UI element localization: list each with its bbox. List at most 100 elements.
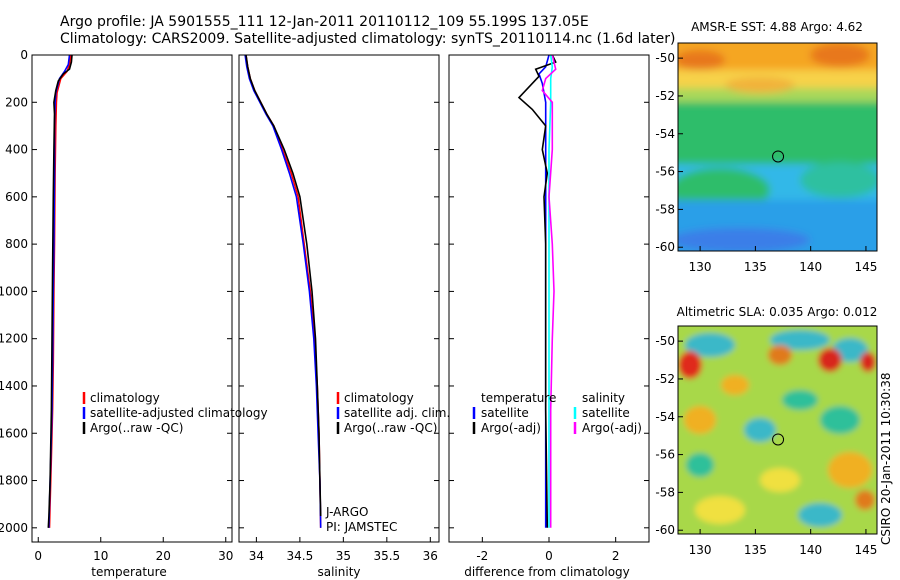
y-tick-label: -56 [655,448,675,462]
x-tick-label: 140 [799,260,822,274]
legend-title-salinity: salinity [582,391,625,405]
sst-x-ticks: 130 135 140 145 [689,246,877,274]
series-line-2 [548,54,554,528]
difference-lines [517,54,557,528]
y-tick-label: 2000 [0,521,28,535]
legend-label-climatology: climatology [90,391,160,405]
y-tick-label: -56 [655,165,675,179]
salinity-annotation-pi: PI: JAMSTEC [326,520,397,534]
y-tick-label: 0 [20,48,28,62]
temperature-x-ticks: 0 10 20 30 [34,537,233,563]
legend-label-satellite: satellite adj. clim. [344,406,450,420]
sla-map-frame [677,325,878,535]
x-tick-label: 0 [545,549,553,563]
sla-float-marker [772,433,785,446]
figure-title-line1: Argo profile: JA 5901555_111 12-Jan-2011… [60,14,589,30]
temperature-xlabel: temperature [91,565,166,579]
y-tick-label: -60 [655,240,675,254]
difference-legend: temperature satellite Argo(-adj) salinit… [472,391,642,435]
salinity-y-ticks [239,54,439,529]
x-tick-label: 145 [854,543,877,557]
figure-title-line2: Climatology: CARS2009. Satellite-adjuste… [60,31,675,47]
sst-map-frame [677,42,878,252]
x-tick-label: 35.5 [373,549,400,563]
sst-map-title: AMSR-E SST: 4.88 Argo: 4.62 [691,20,863,34]
y-tick-label: -52 [655,89,675,103]
sla-map-title: Altimetric SLA: 0.035 Argo: 0.012 [677,305,878,319]
y-tick-label: 400 [5,143,28,157]
sst-y-ticks: -50 -52 -54 -56 -58 -60 [655,51,683,254]
series-line-2 [47,54,73,528]
difference-y-ticks [449,54,649,529]
y-tick-label: -52 [655,372,675,386]
salinity-x-ticks: 34 34.5 35 35.5 36 [249,537,438,563]
y-tick-label: 800 [5,237,28,251]
legend-label-temp-satellite: satellite [481,406,529,420]
y-tick-label: -58 [655,485,675,499]
x-tick-label: 20 [156,549,171,563]
y-tick-label: 1200 [0,332,28,346]
sst-map-panel: AMSR-E SST: 4.88 Argo: 4.62 -50 -52 -54 -56… [655,20,878,274]
y-tick-label: -54 [655,410,675,424]
series-line-1 [244,54,322,528]
x-tick-label: 135 [744,260,767,274]
legend-label-satellite: satellite-adjusted climatology [90,406,268,420]
temperature-legend: climatology satellite-adjusted climatolo… [82,391,268,435]
x-tick-label: 30 [218,549,233,563]
y-tick-label: -54 [655,127,675,141]
x-tick-label: 135 [744,543,767,557]
x-tick-label: 34 [249,549,264,563]
legend-label-argo: Argo(..raw -QC) [344,421,437,435]
sla-x-ticks: 130 135 140 145 [689,529,877,557]
series-line-2 [245,54,322,517]
x-tick-label: 35 [336,549,351,563]
temperature-panel: 0 200 400 600 800 1000 1200 1400 1600 1800 2000 0 1… [0,48,268,579]
salinity-xlabel: salinity [317,565,360,579]
temperature-y-ticks: 0 200 400 600 800 1000 1200 1400 1600 1800 2000 [0,48,232,535]
legend-title-temperature: temperature [481,391,556,405]
temperature-lines [47,54,73,528]
legend-label-temp-argo: Argo(-adj) [481,421,541,435]
temperature-frame [31,54,233,543]
x-tick-label: 2 [612,549,620,563]
csiro-timestamp: CSIRO 20-Jan-2011 10:30:38 [879,373,893,545]
salinity-lines [244,54,322,528]
y-tick-label: -60 [655,523,675,537]
salinity-panel: 34 34.5 35 35.5 36 salinity climatology sate… [238,54,450,579]
y-tick-label: 1400 [0,379,28,393]
series-line-1 [517,54,557,528]
legend-label-climatology: climatology [344,391,414,405]
legend-label-argo: Argo(..raw -QC) [90,421,183,435]
salinity-legend: climatology satellite adj. clim. Argo(..… [336,391,450,435]
y-tick-label: 1600 [0,426,28,440]
legend-label-sal-satellite: satellite [582,406,630,420]
x-tick-label: -2 [476,549,488,563]
series-line-0 [538,54,550,528]
x-tick-label: 130 [689,260,712,274]
y-tick-label: 200 [5,95,28,109]
sla-heatmap [678,326,877,534]
salinity-annotation-program: J-ARGO [325,505,368,519]
salinity-frame [238,54,440,543]
x-tick-label: 10 [93,549,108,563]
difference-panel: -2 0 2 difference from climatology tempera… [448,54,650,579]
sst-heatmap [678,43,877,251]
sla-map-panel: Altimetric SLA: 0.035 Argo: 0.012 [655,305,878,557]
x-tick-label: 36 [423,549,438,563]
difference-xlabel: difference from climatology [464,565,630,579]
y-tick-label: -50 [655,334,675,348]
difference-x-ticks: -2 0 2 [476,537,619,563]
x-tick-label: 0 [34,549,42,563]
x-tick-label: 145 [854,260,877,274]
y-tick-label: -58 [655,202,675,216]
sst-float-marker [772,150,785,163]
sla-y-ticks: -50 -52 -54 -56 -58 -60 [655,334,683,537]
x-tick-label: 140 [799,543,822,557]
x-tick-label: 34.5 [287,549,314,563]
x-tick-label: 130 [689,543,712,557]
y-tick-label: -50 [655,51,675,65]
series-line-3 [541,54,557,528]
y-tick-label: 1800 [0,474,28,488]
y-tick-label: 1000 [0,284,28,298]
